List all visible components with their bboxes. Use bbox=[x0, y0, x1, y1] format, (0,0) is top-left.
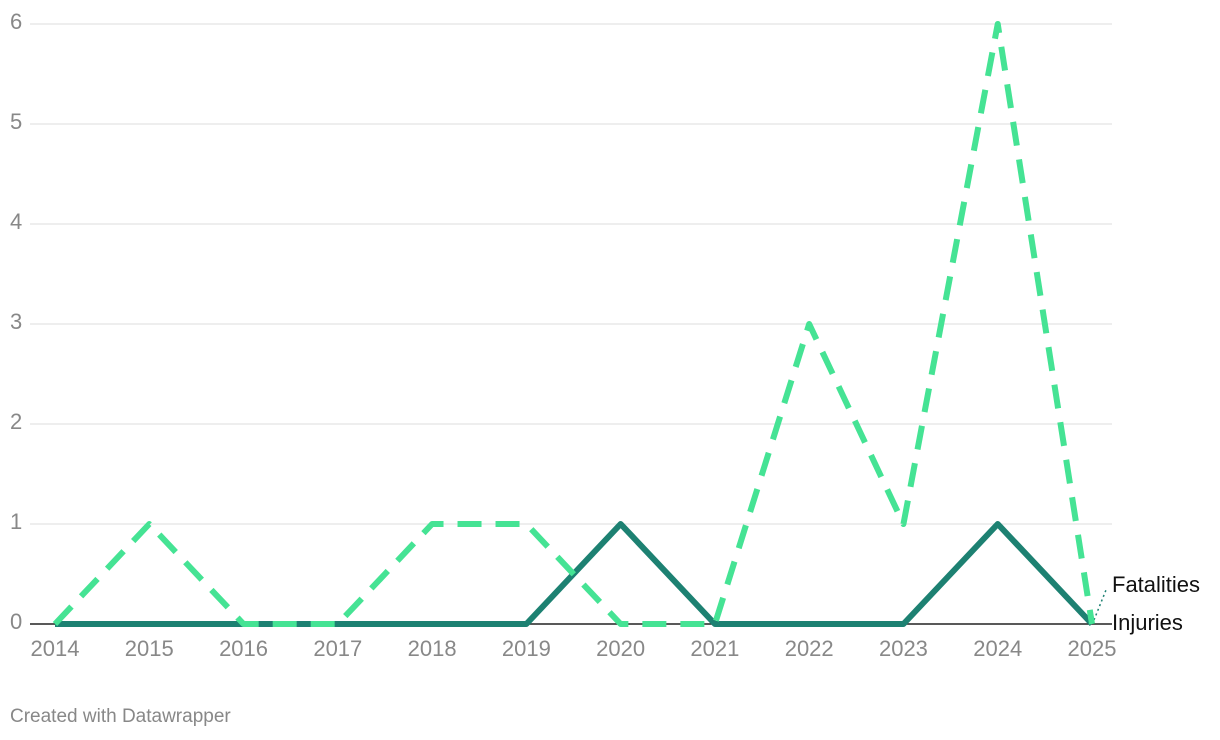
x-tick-label: 2016 bbox=[219, 636, 268, 661]
y-tick-label: 3 bbox=[10, 309, 22, 334]
x-tick-label: 2019 bbox=[502, 636, 551, 661]
x-tick-label: 2015 bbox=[125, 636, 174, 661]
y-tick-label: 5 bbox=[10, 109, 22, 134]
x-tick-label: 2025 bbox=[1068, 636, 1117, 661]
x-tick-label: 2018 bbox=[408, 636, 457, 661]
series-line bbox=[52, 21, 1095, 627]
x-tick-label: 2017 bbox=[313, 636, 362, 661]
y-tick-label: 2 bbox=[10, 409, 22, 434]
x-tick-label: 2014 bbox=[31, 636, 80, 661]
x-tick-label: 2024 bbox=[973, 636, 1022, 661]
line-label: Fatalities bbox=[1112, 572, 1200, 597]
y-tick-label: 6 bbox=[10, 9, 22, 34]
x-tick-label: 2023 bbox=[879, 636, 928, 661]
x-tick-label: 2022 bbox=[785, 636, 834, 661]
y-tick-label: 4 bbox=[10, 209, 22, 234]
y-tick-label: 0 bbox=[10, 609, 22, 634]
line-label: Injuries bbox=[1112, 610, 1183, 635]
label-leader bbox=[1093, 589, 1107, 621]
y-tick-label: 1 bbox=[10, 509, 22, 534]
x-tick-label: 2021 bbox=[690, 636, 739, 661]
footer: Created with Datawrapper bbox=[10, 706, 231, 727]
x-tick-label: 2020 bbox=[596, 636, 645, 661]
